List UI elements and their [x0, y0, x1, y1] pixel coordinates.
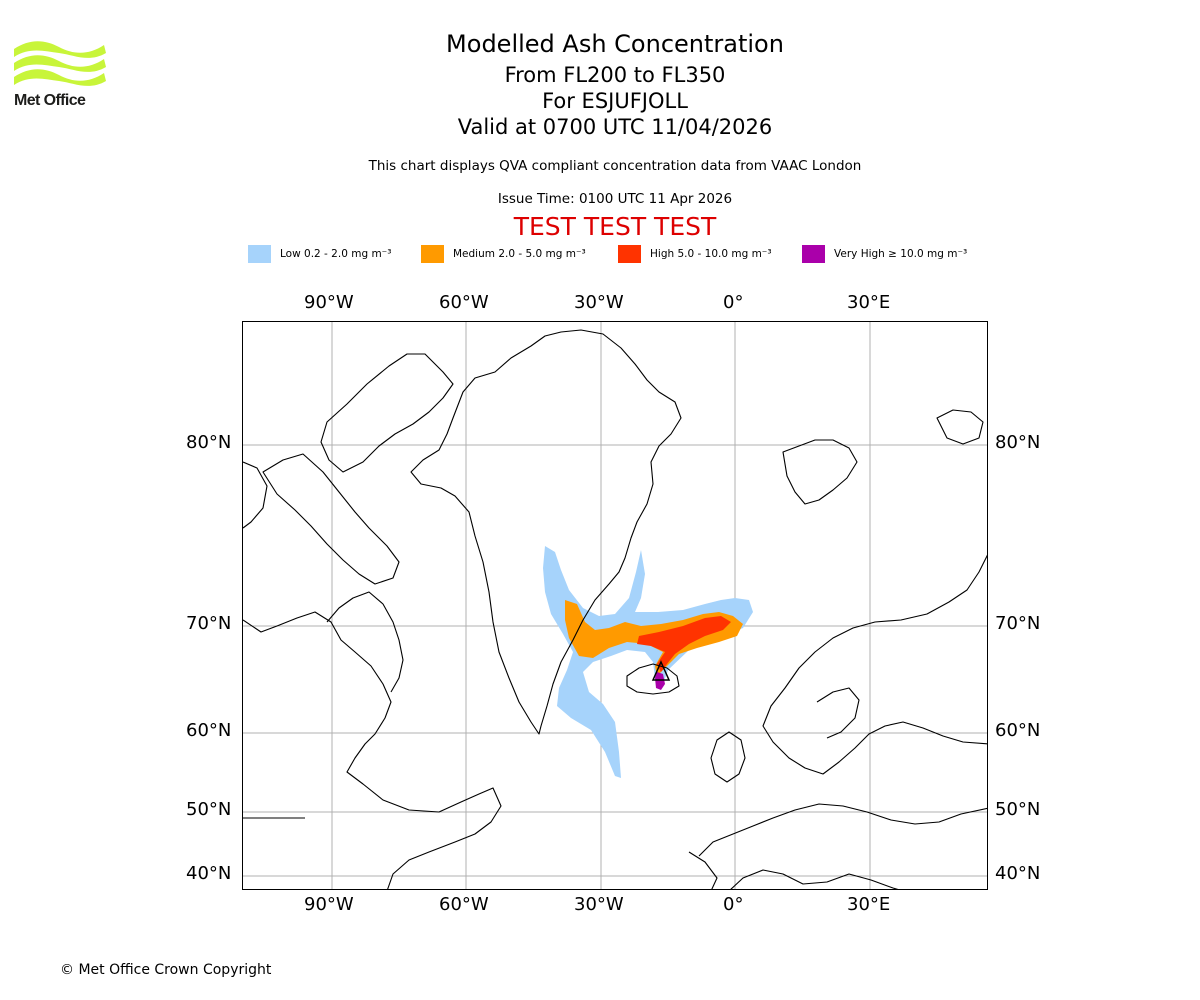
legend-item-low: Low 0.2 - 2.0 mg m⁻³	[248, 244, 391, 264]
lat-label-right: 80°N	[995, 432, 1041, 453]
coastline-scandinavia	[762, 554, 987, 775]
coastline-greenland	[410, 329, 682, 735]
volcano-name: For ESJUFJOLL	[542, 89, 688, 113]
coastline-hudson-bay	[326, 591, 404, 693]
lon-label-bottom: 60°W	[439, 894, 489, 915]
lat-label-right: 60°N	[995, 720, 1041, 741]
volcano-triangle-icon	[651, 660, 671, 681]
lon-label-bottom: 90°W	[304, 894, 354, 915]
chart-description: This chart displays QVA compliant concen…	[368, 158, 862, 174]
ash-area-low	[543, 546, 753, 778]
legend-item-high: High 5.0 - 10.0 mg m⁻³	[618, 244, 772, 264]
coastlines	[243, 329, 987, 889]
lat-label-left: 60°N	[186, 720, 232, 741]
map-frame	[242, 321, 988, 890]
legend-swatch-medium	[421, 245, 444, 263]
lat-label-right: 50°N	[995, 799, 1041, 820]
legend-label-low: Low 0.2 - 2.0 mg m⁻³	[280, 248, 392, 260]
ash-area-very-high	[655, 672, 665, 690]
legend-swatch-high	[618, 245, 641, 263]
coastline-mediterranean	[730, 869, 899, 889]
lon-label-bottom: 30°W	[574, 894, 624, 915]
map-gridlines	[243, 322, 987, 889]
lon-label-top: 60°W	[439, 292, 489, 313]
issue-time: Issue Time: 0100 UTC 11 Apr 2026	[497, 191, 733, 207]
coastline-svalbard	[782, 439, 858, 505]
legend: Low 0.2 - 2.0 mg m⁻³ Medium 2.0 - 5.0 mg…	[248, 244, 1008, 266]
legend-swatch-very-high	[802, 245, 825, 263]
lat-label-left: 70°N	[186, 613, 232, 634]
coastline-franz-josef	[936, 409, 984, 445]
map-svg	[243, 322, 987, 889]
coastline-arctic-archipelago	[243, 461, 268, 529]
lon-label-top: 30°E	[847, 292, 891, 313]
lat-label-left: 50°N	[186, 799, 232, 820]
legend-label-high: High 5.0 - 10.0 mg m⁻³	[650, 248, 772, 260]
logo-text: Met Office	[14, 92, 86, 109]
ash-plume	[543, 546, 753, 778]
valid-time: Valid at 0700 UTC 11/04/2026	[457, 115, 773, 139]
legend-item-very-high: Very High ≥ 10.0 mg m⁻³	[802, 244, 967, 264]
lon-label-bottom: 0°	[723, 894, 744, 915]
copyright: © Met Office Crown Copyright	[60, 962, 272, 978]
lon-label-top: 0°	[723, 292, 744, 313]
coastline-iberia	[688, 851, 718, 889]
coastline-canada-islands	[320, 353, 454, 473]
coastline-british-isles	[710, 731, 746, 783]
ash-area-high	[637, 616, 731, 672]
coastline-iceland	[626, 663, 680, 695]
legend-swatch-low	[248, 245, 271, 263]
lat-label-right: 70°N	[995, 613, 1041, 634]
coastline-baffin	[262, 453, 400, 585]
test-banner: TEST TEST TEST	[513, 212, 717, 241]
lat-label-right: 40°N	[995, 863, 1041, 884]
met-office-logo-icon	[14, 41, 106, 86]
lat-label-left: 80°N	[186, 432, 232, 453]
coastline-europe	[698, 803, 987, 857]
legend-item-medium: Medium 2.0 - 5.0 mg m⁻³	[421, 244, 586, 264]
lon-label-top: 30°W	[574, 292, 624, 313]
legend-label-very-high: Very High ≥ 10.0 mg m⁻³	[834, 248, 968, 260]
lon-label-top: 90°W	[304, 292, 354, 313]
coastline-baltic	[816, 687, 860, 739]
lon-label-bottom: 30°E	[847, 894, 891, 915]
flight-levels: From FL200 to FL350	[504, 63, 726, 87]
lat-label-left: 40°N	[186, 863, 232, 884]
legend-label-medium: Medium 2.0 - 5.0 mg m⁻³	[453, 248, 586, 260]
coastline-north-america	[243, 611, 502, 889]
chart-title: Modelled Ash Concentration	[446, 30, 784, 58]
